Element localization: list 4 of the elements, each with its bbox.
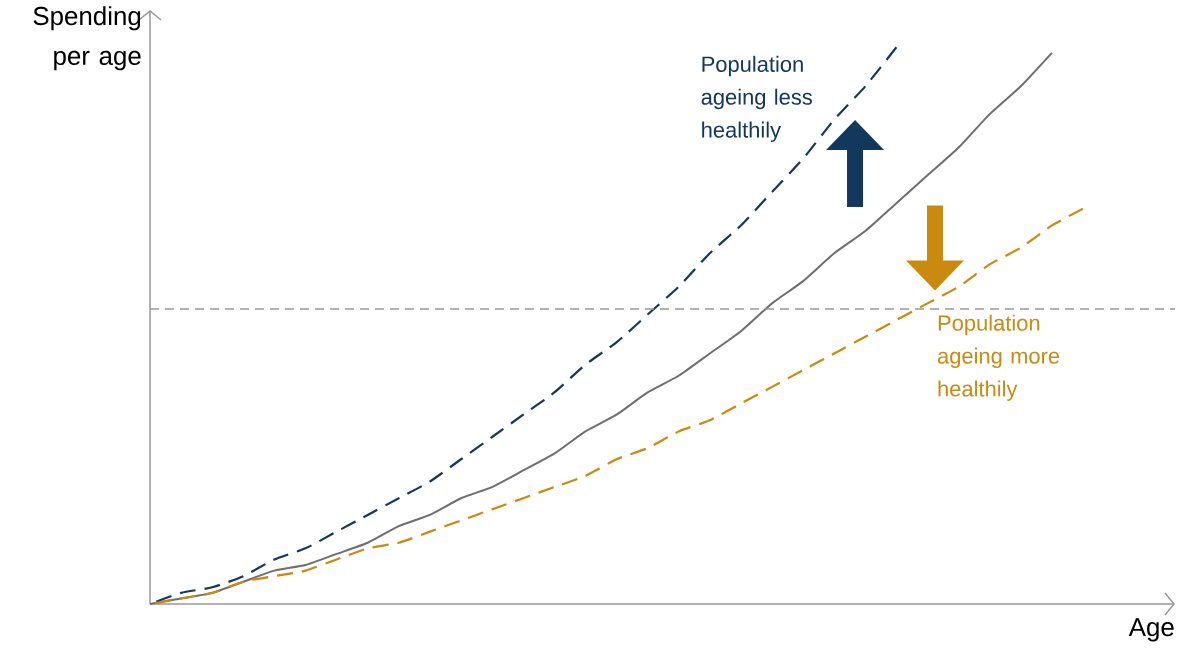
y-axis-title: Spending per age [33,6,141,71]
series-label: Population ageing more healthily [937,314,1060,401]
series-label: Population ageing less healthily [701,55,812,143]
x-axis-title: Age [1128,618,1174,642]
